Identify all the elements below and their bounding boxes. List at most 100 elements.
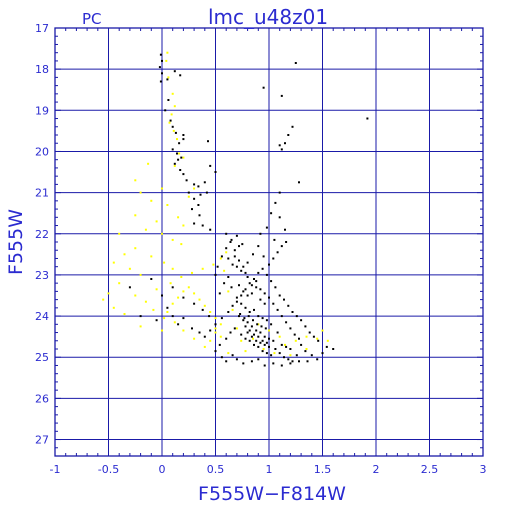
panel-label: PC: [82, 10, 102, 28]
data-point-black: [220, 317, 223, 320]
data-point-black: [280, 148, 283, 151]
data-point-black: [261, 339, 264, 342]
data-point-black: [256, 323, 259, 326]
data-point-yellow: [209, 339, 212, 342]
data-point-black: [261, 350, 264, 353]
data-point-black: [244, 306, 247, 309]
data-point-yellow: [214, 317, 217, 320]
data-point-black: [179, 169, 182, 171]
data-point-yellow: [214, 327, 217, 330]
x-tick-label: 2.5: [421, 463, 439, 476]
data-point-black: [274, 286, 277, 289]
data-point-black: [265, 352, 268, 355]
data-point-yellow: [163, 317, 166, 320]
data-point-yellow: [144, 300, 147, 303]
data-point-yellow: [252, 337, 254, 340]
data-point-black: [238, 284, 240, 287]
data-point-black: [229, 241, 232, 243]
data-point-black: [225, 232, 228, 235]
data-point-black: [214, 171, 217, 173]
data-point-black: [274, 348, 277, 350]
data-point-black: [220, 255, 223, 258]
data-point-black: [259, 298, 262, 301]
data-point-black: [298, 360, 300, 363]
x-tick-label: -1: [50, 463, 61, 476]
data-point-black: [312, 335, 315, 338]
data-point-black: [263, 292, 266, 295]
y-tick-label: 23: [35, 269, 49, 282]
data-point-black: [321, 352, 324, 355]
data-point-black: [257, 358, 260, 361]
data-point-yellow: [139, 325, 142, 328]
data-point-black: [280, 315, 283, 318]
data-point-black: [308, 331, 311, 334]
data-point-yellow: [166, 51, 169, 54]
data-point-black: [171, 315, 174, 318]
data-point-black: [193, 222, 196, 225]
data-point-yellow: [166, 204, 169, 206]
data-point-black: [255, 280, 258, 283]
data-point-black: [199, 193, 202, 196]
data-point-black: [270, 354, 273, 357]
data-point-black: [177, 323, 180, 326]
data-point-black: [263, 302, 266, 305]
data-point-yellow: [173, 321, 176, 324]
data-point-black: [257, 345, 260, 348]
data-point-yellow: [219, 335, 222, 338]
data-point-black: [166, 78, 169, 81]
data-point-black: [243, 317, 246, 320]
data-point-black: [198, 331, 201, 334]
data-point-black: [218, 343, 221, 346]
data-point-black: [227, 276, 230, 278]
data-point-yellow: [268, 329, 270, 332]
data-point-black: [231, 354, 234, 357]
data-point-black: [263, 335, 266, 338]
data-point-black: [182, 138, 185, 141]
data-point-black: [197, 185, 200, 188]
data-point-black: [265, 226, 268, 229]
data-point-yellow: [193, 187, 196, 190]
data-point-black: [161, 59, 163, 62]
data-point-black: [304, 350, 307, 353]
data-point-black: [244, 271, 247, 274]
data-point-black: [280, 94, 283, 97]
data-point-black: [248, 282, 251, 285]
data-point-black: [182, 296, 185, 299]
data-point-yellow: [170, 113, 173, 116]
data-point-yellow: [182, 156, 185, 159]
data-point-black: [242, 319, 245, 322]
data-point-yellow: [134, 247, 137, 250]
data-point-black: [231, 304, 234, 307]
data-point-yellow: [169, 282, 172, 285]
y-tick-label: 21: [35, 187, 49, 200]
data-point-black: [317, 339, 320, 342]
data-point-yellow: [262, 348, 265, 350]
x-tick-label: 0: [159, 463, 166, 476]
data-point-yellow: [235, 327, 238, 330]
data-point-black: [233, 249, 236, 252]
data-point-yellow: [191, 271, 193, 274]
data-point-yellow: [182, 224, 185, 227]
data-point-yellow: [209, 311, 212, 313]
data-point-black: [223, 282, 226, 285]
data-point-black: [253, 333, 255, 336]
data-point-black: [161, 72, 163, 75]
data-point-black: [280, 343, 283, 346]
data-point-black: [285, 321, 288, 324]
data-point-black: [244, 288, 247, 291]
data-point-yellow: [167, 76, 170, 79]
data-point-black: [233, 255, 236, 258]
data-point-black: [278, 294, 281, 297]
data-point-black: [257, 271, 260, 274]
data-point-yellow: [139, 191, 142, 194]
data-point-black: [220, 356, 223, 359]
data-point-black: [176, 152, 178, 155]
y-tick-label: 22: [35, 228, 49, 241]
data-point-black: [272, 339, 275, 342]
data-point-black: [242, 290, 245, 293]
data-point-yellow: [294, 339, 297, 342]
data-point-black: [253, 308, 255, 311]
data-point-black: [276, 331, 279, 334]
data-point-yellow: [161, 187, 163, 190]
